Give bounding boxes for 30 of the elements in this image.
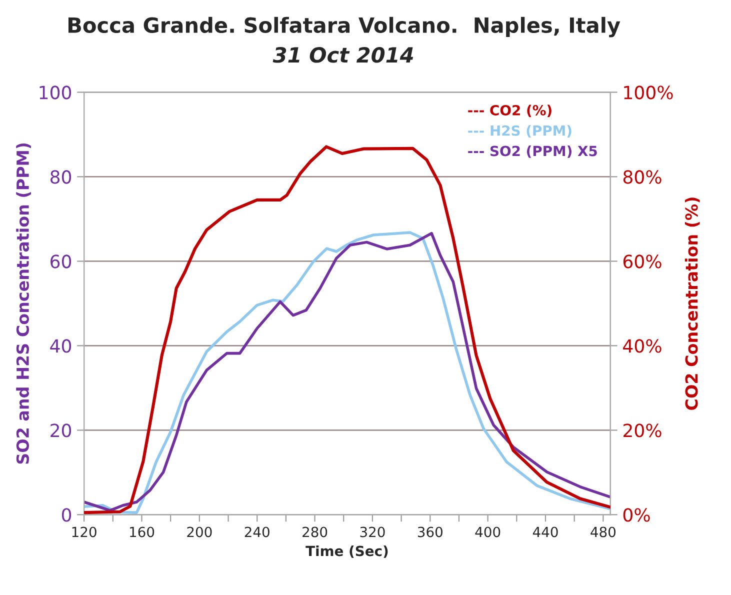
y2-tick-label: 100%	[624, 86, 673, 100]
text: --- CO2 (%)	[468, 104, 552, 118]
y-tick-label: 40	[50, 339, 72, 353]
y2-tick-label: 20%	[624, 424, 662, 438]
chart-title: Bocca Grande. Solfatara Volcano. Naples, Italy	[68, 16, 620, 38]
x-tick-label: 360	[418, 526, 442, 538]
y-tick-label: 20	[50, 424, 72, 438]
x-tick-label: 200	[187, 526, 212, 538]
x-tick-label: 160	[130, 526, 154, 538]
x-tick-label: 320	[360, 526, 385, 538]
x-tick-label: 280	[302, 526, 328, 538]
y2-tick-label: 60%	[623, 254, 662, 268]
x-tick-label: 480	[590, 526, 616, 538]
x-axis-title: Time (Sec)	[306, 545, 388, 558]
y-tick-label: 100	[40, 86, 72, 100]
y-tick-label: 60	[50, 254, 72, 268]
text: --- SO2 (PPM) X5	[468, 146, 597, 158]
y-tick-label: 80	[50, 170, 72, 184]
text: --- H2S (PPM)	[468, 125, 572, 138]
y2-tick-label: 0%	[623, 508, 650, 522]
y2-tick-label: 40%	[623, 339, 662, 353]
y2-tick-label: 80%	[623, 170, 662, 184]
x-tick-label: 440	[532, 526, 558, 538]
x-tick-label: 400	[475, 526, 500, 538]
x-tick-label: 120	[72, 526, 96, 538]
x-tick-label: 240	[244, 526, 270, 538]
y-tick-label: 0	[62, 508, 72, 522]
y2-axis-title: CO2 Concentration (%)	[684, 198, 700, 410]
y-axis-title: SO2 and H2S Concentration (PPM)	[16, 143, 31, 464]
chart-subtitle: 31 Oct 2014	[272, 47, 414, 63]
